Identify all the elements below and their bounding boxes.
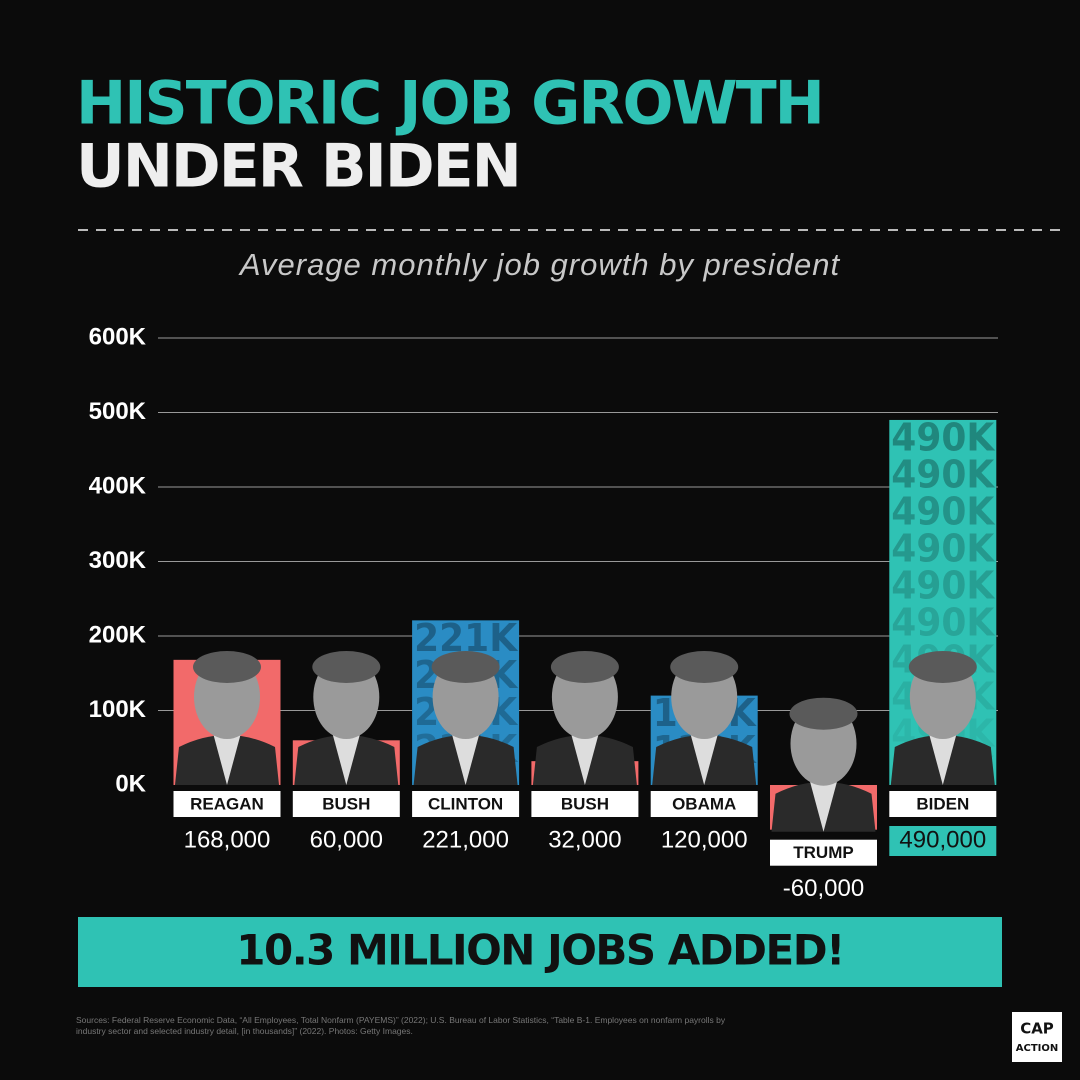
bar-pattern-label: 490K [891, 489, 995, 533]
value-label: 60,000 [310, 826, 383, 853]
portrait [690, 733, 719, 785]
portrait [809, 779, 838, 832]
x-tick-label: BUSH [561, 794, 609, 813]
y-tick-label: 0K [115, 770, 146, 797]
y-tick-label: 600K [89, 323, 147, 350]
x-tick-label: BUSH [322, 794, 370, 813]
value-label: 168,000 [184, 826, 271, 853]
name-box [770, 839, 877, 866]
subtitle: Average monthly job growth by president [238, 247, 841, 282]
x-tick-label: BIDEN [916, 794, 969, 813]
portrait [213, 733, 241, 785]
bar-pattern-label: 490K [891, 600, 995, 644]
portrait [193, 651, 261, 683]
logo-text: ACTION [1016, 1043, 1059, 1054]
x-tick-label: OBAMA [672, 794, 736, 813]
bar-pattern-label: 490K [891, 563, 995, 607]
portrait [550, 651, 619, 683]
banner-box [78, 917, 1002, 987]
portrait [451, 733, 480, 785]
banner: 10.3 MILLION JOBS ADDED! [236, 926, 843, 975]
portrait [312, 651, 381, 683]
portrait [928, 733, 957, 785]
x-tick-label: CLINTON [428, 794, 503, 813]
chart-title: HISTORIC JOB GROWTH [76, 69, 823, 139]
name-box [650, 791, 758, 817]
value-label: 32,000 [548, 826, 621, 853]
value-label: 120,000 [661, 826, 748, 853]
name-box [889, 791, 997, 817]
portrait [789, 697, 858, 730]
bar-pattern-label: 490K [891, 415, 995, 459]
portrait [670, 651, 739, 683]
y-tick-label: 400K [89, 472, 147, 499]
name-box [531, 791, 639, 817]
y-tick-label: 500K [89, 398, 147, 425]
bar-pattern-label: 490K [891, 452, 995, 496]
x-tick-label: TRUMP [793, 843, 853, 862]
logo-text: CAP [1020, 1020, 1054, 1038]
portrait [332, 733, 361, 785]
portrait [431, 651, 500, 683]
portrait [570, 733, 599, 785]
chart-title-line2: UNDER BIDEN [76, 132, 520, 202]
name-box [173, 791, 281, 817]
x-tick-label: REAGAN [190, 794, 264, 813]
name-box [292, 791, 400, 817]
value-label: 221,000 [422, 826, 509, 853]
value-label: -60,000 [783, 875, 864, 902]
bar-pattern-label: 490K [891, 526, 995, 570]
portrait [908, 651, 977, 683]
name-box [412, 791, 520, 817]
y-tick-label: 200K [89, 621, 147, 648]
value-label-box [889, 826, 997, 856]
source-note: Sources: Federal Reserve Economic Data, … [76, 1015, 726, 1036]
value-label: 490,000 [899, 826, 986, 853]
logo-box [1012, 1012, 1062, 1062]
y-tick-label: 100K [89, 696, 147, 723]
y-tick-label: 300K [89, 547, 147, 574]
